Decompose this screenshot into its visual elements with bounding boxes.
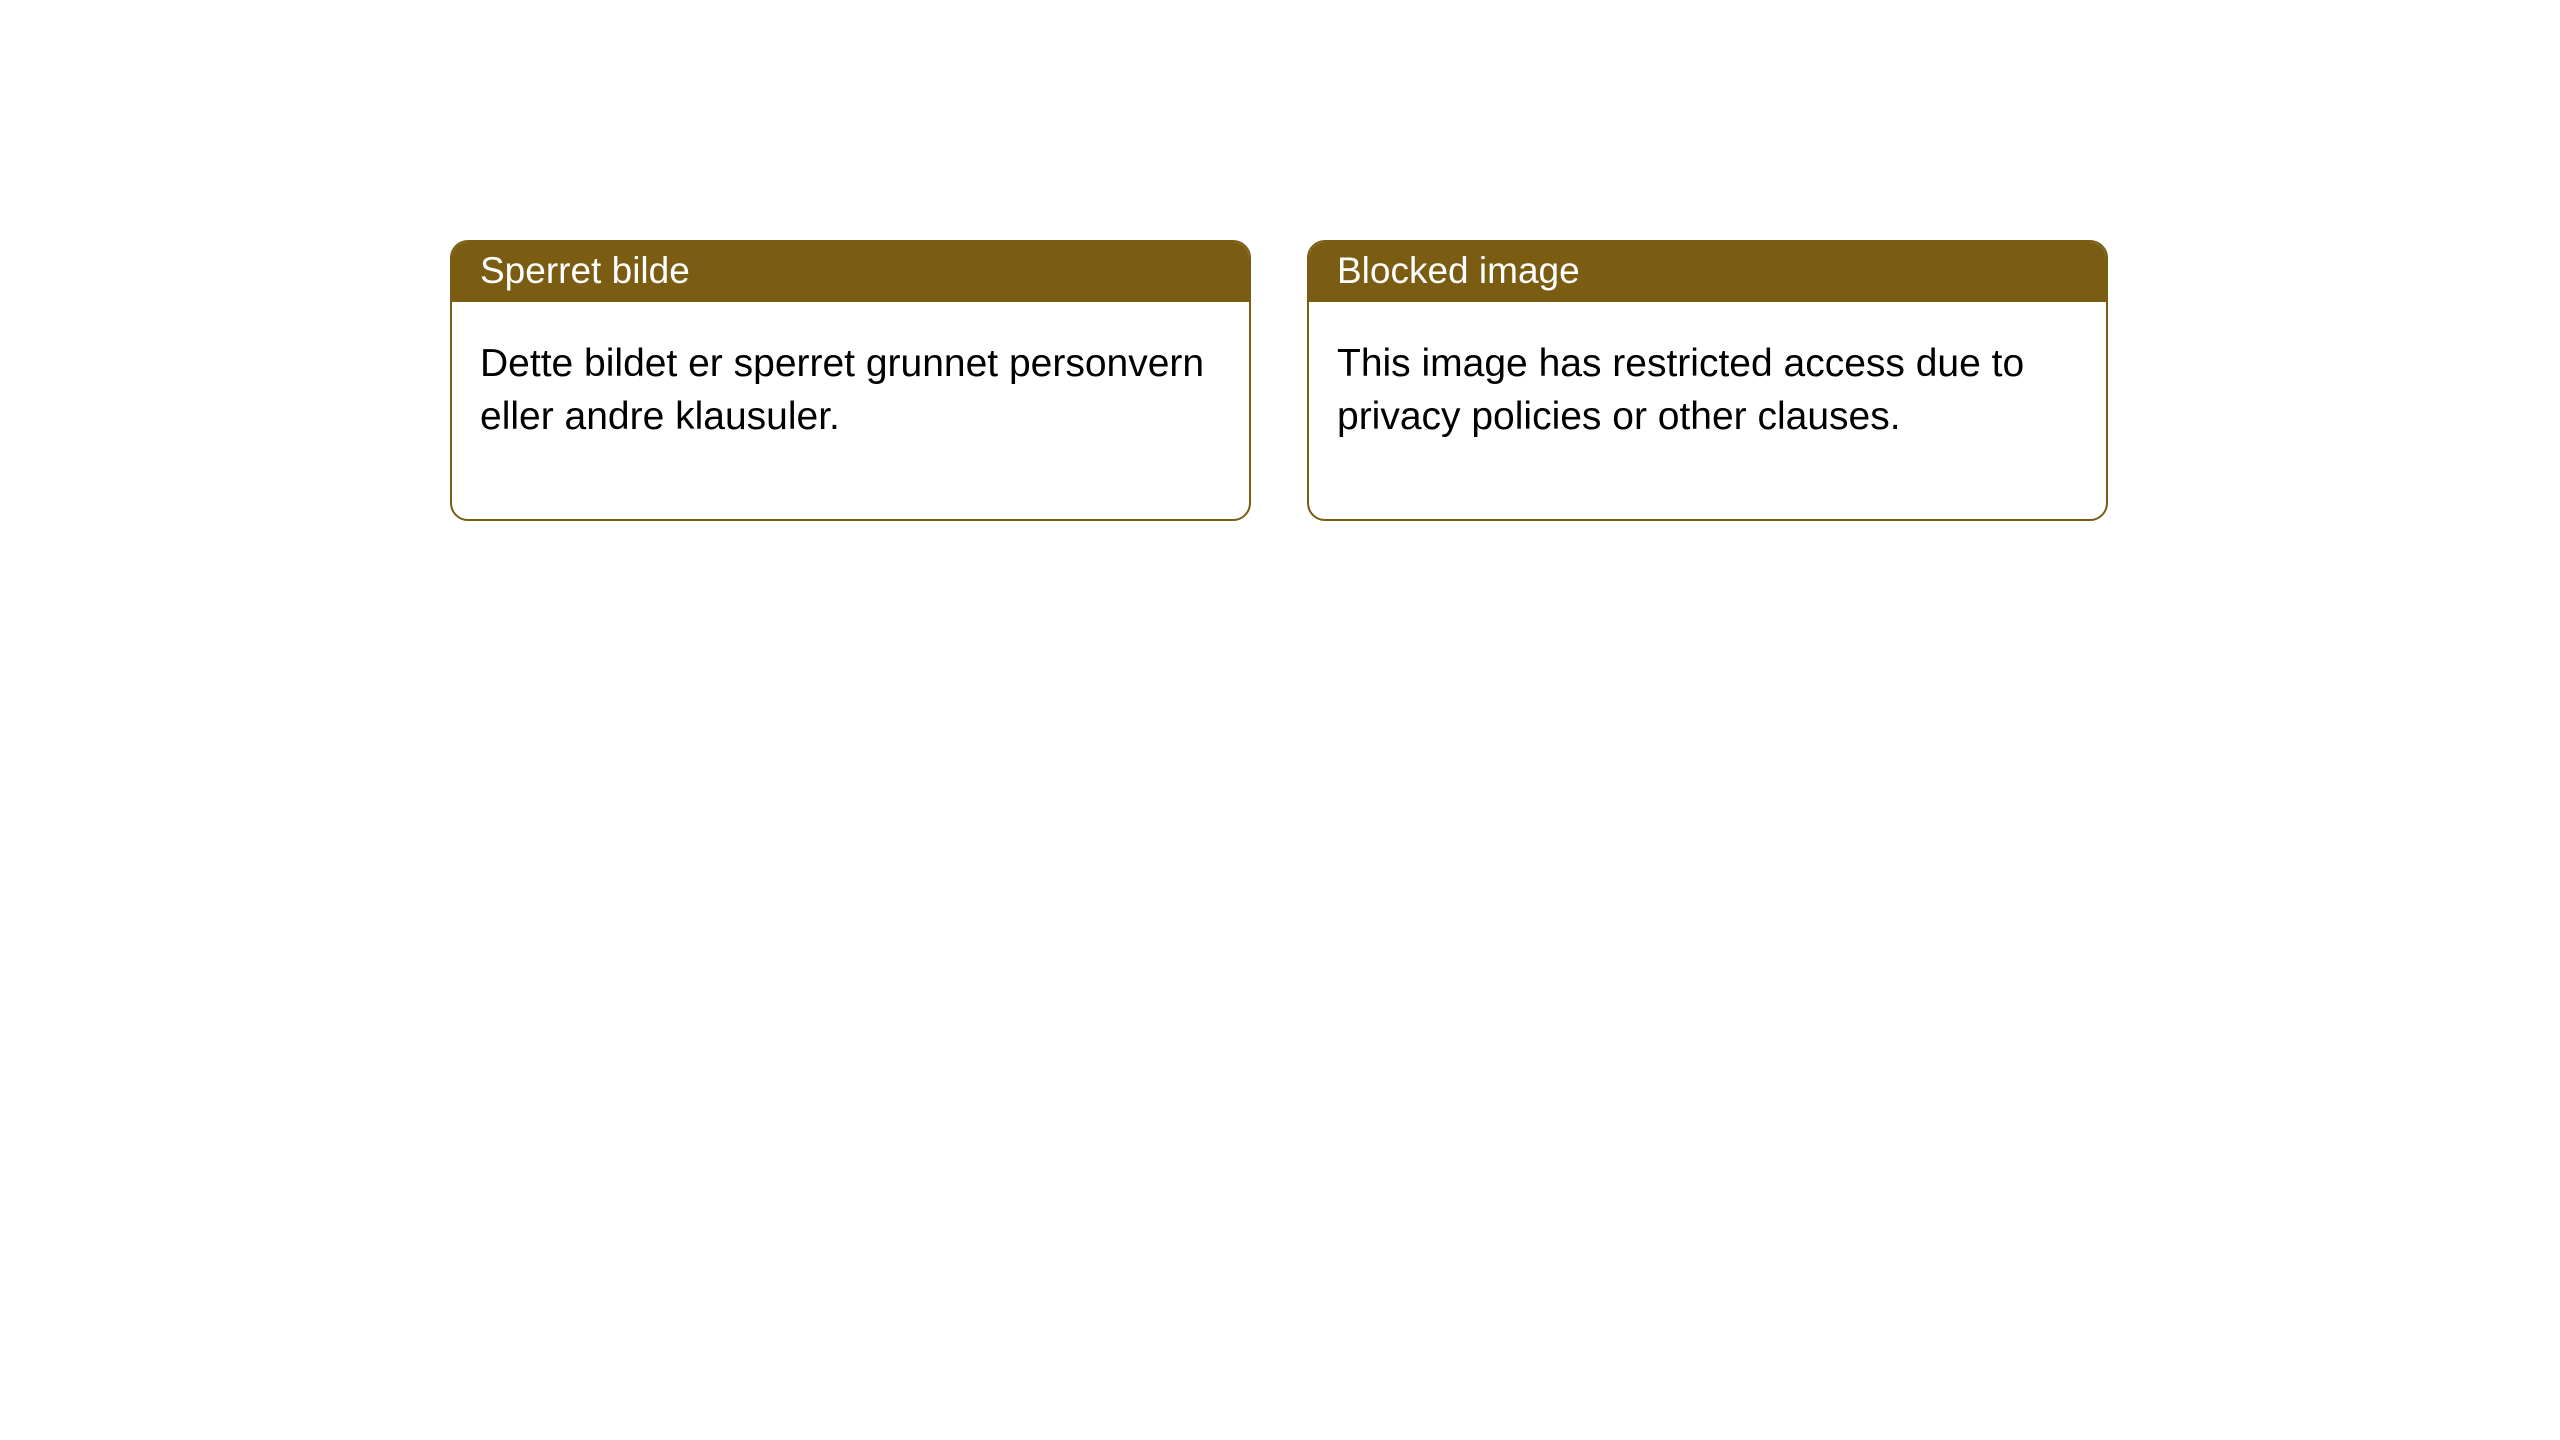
card-header-no: Sperret bilde bbox=[452, 242, 1249, 302]
blocked-image-card-en: Blocked image This image has restricted … bbox=[1307, 240, 2108, 521]
card-body-no: Dette bildet er sperret grunnet personve… bbox=[452, 302, 1249, 519]
blocked-image-card-no: Sperret bilde Dette bildet er sperret gr… bbox=[450, 240, 1251, 521]
card-header-en: Blocked image bbox=[1309, 242, 2106, 302]
card-body-en: This image has restricted access due to … bbox=[1309, 302, 2106, 519]
card-container: Sperret bilde Dette bildet er sperret gr… bbox=[0, 0, 2560, 521]
